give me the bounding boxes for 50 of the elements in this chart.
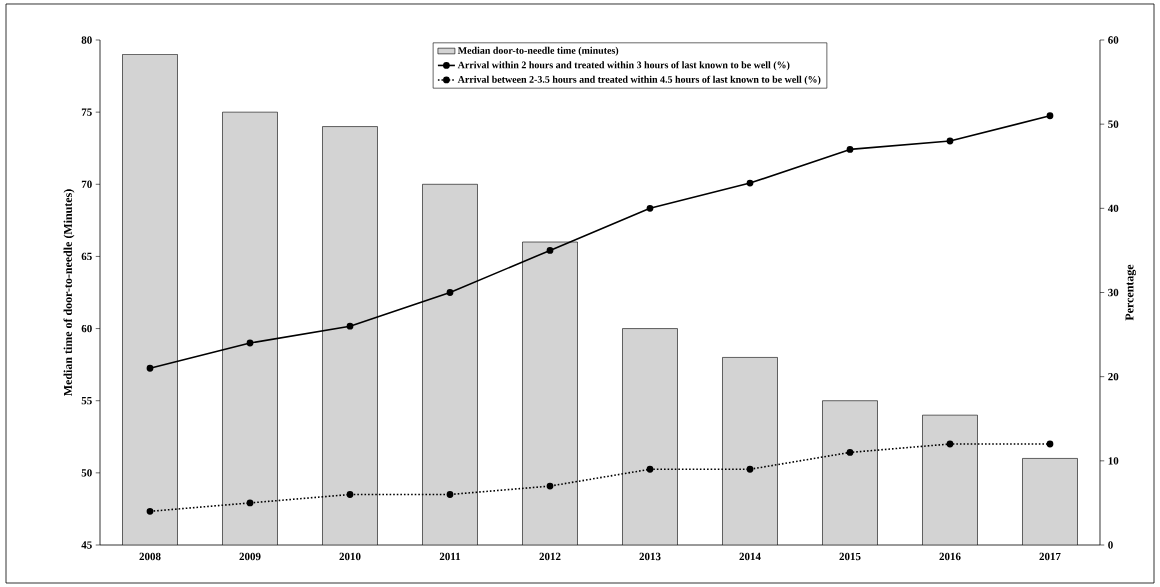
x-tick-label: 2012 xyxy=(539,552,561,561)
x-tick-label: 2015 xyxy=(839,552,861,561)
point xyxy=(946,440,954,448)
point xyxy=(1046,112,1054,120)
point xyxy=(546,247,554,254)
legend-label: Arrival within 2 hours and treated within 3 hours of last known to be well (%) xyxy=(457,61,790,71)
point xyxy=(946,137,954,145)
y-tick-label: 55 xyxy=(81,397,92,405)
y2-tick-label: 10 xyxy=(1108,457,1119,465)
point xyxy=(1046,440,1054,448)
point xyxy=(246,339,254,347)
y2-axis-title: Percentage xyxy=(1125,264,1137,321)
x-tick-label: 2014 xyxy=(739,552,761,561)
y-tick-label: 80 xyxy=(81,36,92,44)
y2-tick-label: 0 xyxy=(1108,541,1113,549)
point xyxy=(546,482,554,490)
x-tick-label: 2008 xyxy=(139,552,161,561)
point xyxy=(146,364,154,372)
x-tick-label: 2011 xyxy=(439,552,461,561)
y2-tick-label: 60 xyxy=(1108,36,1119,44)
point xyxy=(846,449,854,456)
y-tick-label: 70 xyxy=(81,180,92,188)
point xyxy=(646,204,654,212)
y2-tick-label: 40 xyxy=(1107,204,1119,213)
point xyxy=(246,499,254,507)
x-tick-label: 2013 xyxy=(639,552,661,561)
y2-tick-label: 30 xyxy=(1108,288,1119,297)
y-axis-title: Median time of door-to-needle (Minutes) xyxy=(63,189,75,396)
point xyxy=(646,465,654,473)
point xyxy=(446,289,454,296)
point xyxy=(746,465,754,473)
y2-tick-label: 20 xyxy=(1108,372,1119,381)
legend-label: Median door-to-needle time (minutes) xyxy=(457,46,619,56)
x-tick-label: 2010 xyxy=(339,552,361,561)
y-tick-label: 65 xyxy=(81,252,92,261)
y-tick-label: 50 xyxy=(81,469,92,477)
point xyxy=(746,179,754,187)
y-tick-label: 75 xyxy=(81,108,92,116)
x-tick-label: 2017 xyxy=(1039,552,1061,561)
point xyxy=(446,491,454,498)
point xyxy=(346,322,354,330)
point xyxy=(346,491,354,498)
y2-tick-label: 50 xyxy=(1108,120,1119,128)
x-tick-label: 2016 xyxy=(939,552,961,561)
legend-label: Arrival between 2-3.5 hours and treated within 4.5 hours of last known to be well (%) xyxy=(457,75,821,85)
point xyxy=(846,146,854,153)
point xyxy=(146,507,154,515)
y-tick-label: 45 xyxy=(81,541,92,549)
x-tick-label: 2009 xyxy=(239,552,261,561)
y-tick-label: 60 xyxy=(81,324,92,333)
